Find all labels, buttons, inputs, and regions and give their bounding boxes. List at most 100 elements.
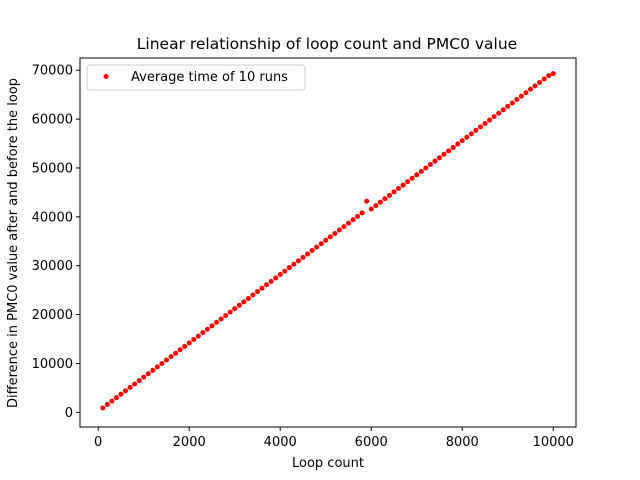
data-point (386, 192, 392, 198)
data-point (113, 395, 119, 401)
x-axis-title: Loop count (292, 456, 364, 471)
legend-label: Average time of 10 runs (131, 70, 288, 85)
x-axis-ticks: 0 2000 4000 6000 8000 10000 (94, 427, 574, 450)
y-tick-label: 60000 (32, 113, 73, 128)
y-tick-label: 50000 (32, 161, 73, 176)
data-point (141, 374, 147, 380)
data-point (546, 73, 552, 79)
data-point (477, 124, 483, 130)
data-point (487, 117, 493, 123)
data-points (100, 71, 556, 411)
data-point (191, 337, 197, 343)
data-point (550, 71, 556, 77)
data-point (537, 79, 543, 85)
data-point (345, 220, 351, 226)
data-point (241, 299, 247, 305)
data-point (314, 244, 320, 250)
data-point (109, 398, 115, 404)
data-point (186, 340, 192, 346)
y-tick-label: 30000 (32, 259, 73, 274)
data-point (163, 357, 169, 363)
y-axis-ticks: 0 10000 20000 30000 40000 50000 60000 70000 (32, 64, 80, 421)
data-point (218, 316, 224, 322)
data-point (168, 354, 174, 360)
data-point (427, 162, 433, 168)
data-point (305, 251, 311, 257)
data-point (136, 378, 142, 384)
data-point (400, 182, 406, 188)
data-point (368, 206, 374, 212)
data-point (405, 179, 411, 185)
data-point (505, 103, 511, 109)
legend-box (86, 64, 306, 91)
data-point (209, 323, 215, 329)
data-point (364, 198, 370, 204)
data-point (496, 110, 502, 116)
data-point (214, 319, 220, 325)
data-point (145, 371, 151, 377)
data-point (264, 282, 270, 288)
x-tick-label: 0 (94, 435, 102, 450)
data-point (236, 302, 242, 308)
data-point (541, 76, 547, 82)
data-point (446, 148, 452, 154)
data-point (468, 131, 474, 137)
data-point (223, 313, 229, 319)
data-point (391, 189, 397, 195)
data-point (523, 90, 529, 96)
x-tick-label: 8000 (446, 435, 479, 450)
data-point (104, 402, 110, 408)
data-point (159, 360, 165, 366)
data-point (327, 234, 333, 240)
data-point (373, 203, 379, 209)
data-point (268, 278, 274, 284)
data-point (286, 265, 292, 271)
data-point (277, 272, 283, 278)
data-point (123, 388, 128, 394)
data-point (382, 196, 388, 202)
data-point (250, 292, 256, 298)
data-point (254, 289, 260, 295)
data-point (396, 185, 402, 191)
data-point (482, 120, 488, 126)
data-point (309, 248, 315, 254)
data-point (118, 391, 124, 397)
data-point (232, 306, 238, 312)
data-point (227, 309, 233, 315)
data-point (282, 268, 288, 274)
data-point (350, 217, 356, 223)
data-point (127, 384, 133, 390)
data-point (436, 155, 442, 161)
data-point (341, 224, 347, 230)
data-point (423, 165, 429, 171)
data-point (464, 134, 470, 140)
y-axis-title: Difference in PMC0 value after and befor… (6, 78, 21, 408)
data-point (500, 107, 506, 113)
plot-frame (79, 57, 577, 428)
legend-marker (103, 74, 109, 79)
data-point (100, 405, 106, 411)
x-tick-label: 10000 (533, 435, 574, 450)
data-point (150, 367, 156, 373)
y-tick-label: 70000 (32, 64, 73, 79)
data-point (509, 100, 515, 106)
y-tick-label: 40000 (32, 210, 73, 225)
data-point (332, 230, 338, 236)
data-point (528, 86, 533, 92)
legend: Average time of 10 runs (86, 64, 306, 91)
data-point (295, 258, 301, 264)
data-point (432, 158, 438, 164)
y-tick-label: 0 (65, 406, 73, 421)
x-tick-label: 2000 (173, 435, 206, 450)
data-point (532, 83, 538, 89)
data-point (154, 364, 160, 370)
data-point (441, 151, 447, 157)
data-point (409, 175, 415, 181)
data-point (418, 168, 424, 174)
data-point (259, 285, 265, 291)
x-tick-label: 4000 (264, 435, 297, 450)
data-point (195, 333, 201, 339)
data-point (377, 199, 383, 205)
data-point (177, 347, 183, 353)
